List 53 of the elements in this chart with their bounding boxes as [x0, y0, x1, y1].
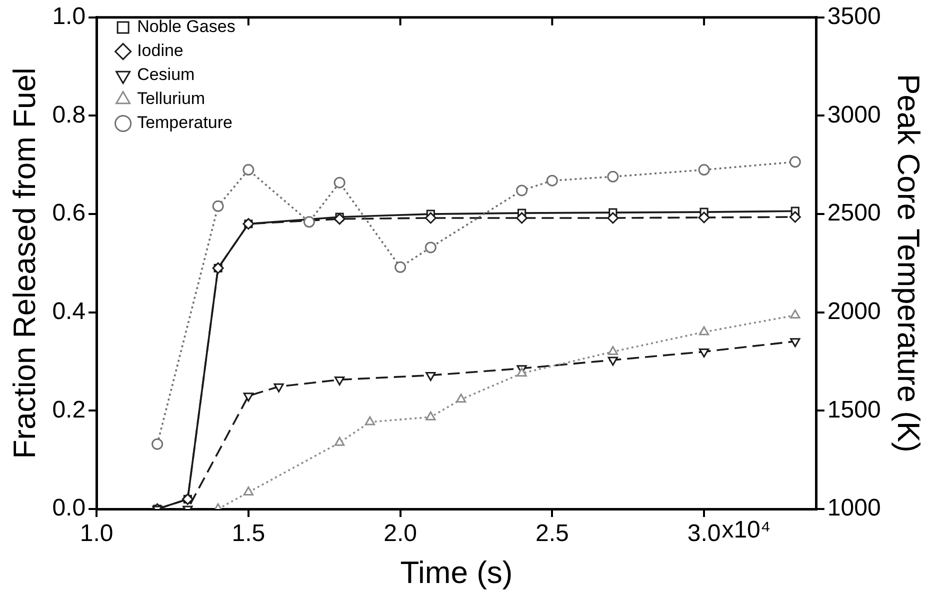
x-tick-label: 1.5 [232, 520, 266, 548]
text: x10⁴ [722, 516, 771, 544]
y-tick-label: 1.0 [52, 3, 86, 30]
y-tick-label: 0.6 [52, 200, 86, 227]
y2-tick-label: 3000 [827, 101, 881, 128]
point [789, 211, 801, 223]
y2-tick-label: 2000 [827, 298, 881, 325]
point [243, 486, 254, 496]
point [608, 346, 618, 355]
point [516, 368, 527, 377]
x-tick-label: 2.5 [535, 520, 569, 548]
point [364, 416, 376, 426]
x-tick-label: 2.0 [384, 520, 417, 548]
legend-label: Temperature [137, 113, 232, 132]
y2-tick-label: 1500 [827, 396, 881, 424]
point [607, 212, 619, 224]
point [242, 164, 254, 176]
x-tick-label: 1.0 [80, 520, 114, 548]
point [789, 156, 801, 168]
legend-label: Noble Gases [137, 17, 236, 36]
point [698, 326, 710, 336]
legend-label: Cesium [137, 65, 195, 84]
point [424, 242, 436, 254]
legend-label: Iodine [137, 41, 184, 60]
y-tick-label: 0.2 [52, 396, 86, 424]
point [546, 174, 558, 186]
legend-label: Tellurium [137, 89, 206, 108]
y2-tick-label: 1000 [827, 494, 881, 522]
point [394, 261, 406, 273]
point [456, 394, 466, 403]
y-tick-label: 0.0 [52, 494, 86, 522]
point [424, 212, 436, 224]
point [334, 176, 346, 188]
point [303, 216, 315, 228]
point [516, 184, 528, 196]
point [152, 438, 164, 450]
x-tick-label: 3.0 [687, 520, 721, 548]
point [516, 212, 528, 224]
y-tick-label: 0.8 [52, 101, 86, 128]
point [607, 170, 619, 182]
y2-tick-label: 3500 [827, 3, 881, 30]
point [790, 310, 800, 319]
y-axis-title: Fraction Released from Fuel [7, 68, 42, 459]
y2-tick-label: 2500 [827, 200, 881, 227]
point [698, 212, 710, 224]
x-axis-title: Time (s) [400, 554, 513, 590]
point [698, 164, 710, 176]
point [426, 411, 436, 420]
point [212, 200, 224, 212]
point [334, 213, 346, 225]
y2-axis-title: Peak Core Temperature (K) [890, 74, 926, 452]
point [334, 436, 345, 446]
y-tick-label: 0.4 [52, 298, 86, 325]
